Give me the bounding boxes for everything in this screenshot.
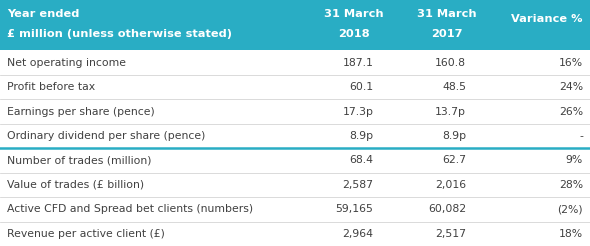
Text: 26%: 26% (559, 107, 583, 117)
Text: Number of trades (million): Number of trades (million) (7, 155, 152, 166)
Bar (0, 0, 590, 50)
Text: 2017: 2017 (431, 29, 463, 39)
Text: Ordinary dividend per share (pence): Ordinary dividend per share (pence) (7, 131, 205, 141)
Text: -: - (579, 131, 583, 141)
Text: 28%: 28% (559, 180, 583, 190)
Text: 60,082: 60,082 (428, 204, 466, 214)
Text: 31 March: 31 March (324, 9, 384, 19)
Text: 2,587: 2,587 (342, 180, 373, 190)
Text: 187.1: 187.1 (343, 58, 373, 68)
Text: 18%: 18% (559, 229, 583, 239)
Text: 59,165: 59,165 (336, 204, 373, 214)
Text: 48.5: 48.5 (442, 82, 466, 92)
Text: 160.8: 160.8 (435, 58, 466, 68)
Text: 62.7: 62.7 (442, 155, 466, 166)
Text: (2%): (2%) (558, 204, 583, 214)
Text: Net operating income: Net operating income (7, 58, 126, 68)
Text: Year ended: Year ended (7, 9, 80, 19)
Text: 31 March: 31 March (417, 9, 477, 19)
Text: 60.1: 60.1 (349, 82, 373, 92)
Text: Revenue per active client (£): Revenue per active client (£) (7, 229, 165, 239)
Text: 8.9p: 8.9p (442, 131, 466, 141)
Text: Active CFD and Spread bet clients (numbers): Active CFD and Spread bet clients (numbe… (7, 204, 253, 214)
Text: Variance %: Variance % (512, 14, 583, 24)
Text: 16%: 16% (559, 58, 583, 68)
Text: Earnings per share (pence): Earnings per share (pence) (7, 107, 155, 117)
Text: 24%: 24% (559, 82, 583, 92)
Text: 2018: 2018 (338, 29, 370, 39)
Text: 2,517: 2,517 (435, 229, 466, 239)
Text: 2,964: 2,964 (342, 229, 373, 239)
Text: 68.4: 68.4 (349, 155, 373, 166)
Text: Value of trades (£ billion): Value of trades (£ billion) (7, 180, 144, 190)
Text: 9%: 9% (566, 155, 583, 166)
Text: 8.9p: 8.9p (349, 131, 373, 141)
Text: £ million (unless otherwise stated): £ million (unless otherwise stated) (7, 29, 232, 39)
Text: Profit before tax: Profit before tax (7, 82, 95, 92)
Text: 2,016: 2,016 (435, 180, 466, 190)
Text: 17.3p: 17.3p (342, 107, 373, 117)
Text: 13.7p: 13.7p (435, 107, 466, 117)
